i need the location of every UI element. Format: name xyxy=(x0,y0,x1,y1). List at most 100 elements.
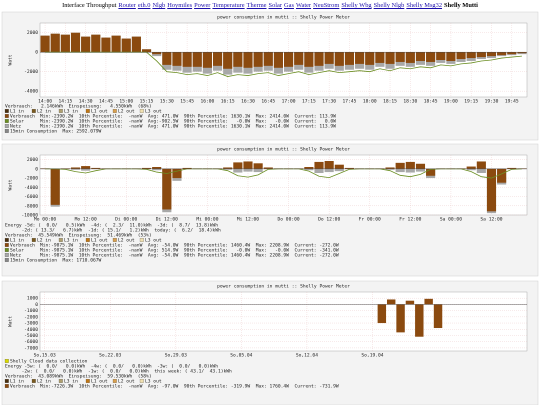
legend-series: Verbrauch xyxy=(10,384,35,390)
legend-summary: Energy -5d: ( 0.0/ 0.5)kWh -4d: ( 2.3/ 1… xyxy=(5,223,218,229)
legend-stats: Min:-9875.1W 10th Percentile: -nanW Avg:… xyxy=(40,243,339,249)
bar xyxy=(253,52,263,67)
bar xyxy=(424,298,433,305)
bar xyxy=(324,52,334,64)
legend-swatch xyxy=(4,243,9,247)
chart-title: power consumption in mutti :: Shelly Pow… xyxy=(217,284,350,290)
nav-link[interactable]: Router xyxy=(118,2,136,9)
plot-area xyxy=(39,291,528,352)
nav-bar: Interface Throughput Router eth.0 Nlgb Hoymi… xyxy=(0,0,540,11)
nav-link[interactable]: Solar xyxy=(268,2,283,9)
legend-summary: Verbrauch: 2.146kWh Einspeisung: 4.550kW… xyxy=(5,104,152,110)
bar xyxy=(426,52,436,62)
bar xyxy=(415,163,426,169)
nav-link[interactable]: Therme xyxy=(246,2,267,9)
legend-phase: L1 in xyxy=(10,109,24,115)
bar xyxy=(497,52,507,56)
nav-link[interactable]: Shelly Msg32 xyxy=(406,2,443,9)
x-tick-label: 17:00 xyxy=(282,99,296,105)
x-tick-label: 18:15 xyxy=(383,99,397,105)
x-tick-label: 15:15 xyxy=(140,99,154,105)
bar xyxy=(70,168,81,170)
bar xyxy=(81,168,91,171)
nav-link[interactable]: Shelly Wbg xyxy=(341,2,372,9)
bar xyxy=(375,52,385,63)
bar xyxy=(111,35,121,53)
bar xyxy=(243,52,253,68)
y-tick-label: -4000 xyxy=(24,327,38,333)
legend-swatch xyxy=(31,379,36,383)
x-tick-label: Di 00:00 xyxy=(115,217,137,223)
x-tick-label: 19:30 xyxy=(485,99,499,105)
x-tick-label: 16:30 xyxy=(241,99,255,105)
nav-link[interactable]: Shelly Nlgb xyxy=(373,2,405,9)
y-tick-label: 0 xyxy=(35,302,38,308)
legend-swatch xyxy=(112,109,117,113)
nav-link[interactable]: Nlgb xyxy=(152,2,166,9)
legend-swatch xyxy=(4,359,9,363)
x-tick-label: 17:45 xyxy=(343,99,357,105)
legend-series: Solar xyxy=(10,248,24,254)
legend-series: Verbrauch xyxy=(10,243,35,249)
bar xyxy=(223,52,233,69)
x-tick-label: Do 00:00 xyxy=(278,217,300,223)
nav-link[interactable]: Gas xyxy=(284,2,294,9)
x-tick-label: 19:15 xyxy=(464,99,478,105)
legend-swatch xyxy=(4,248,9,252)
bar xyxy=(91,167,101,169)
bar xyxy=(476,168,486,173)
bar xyxy=(405,52,415,63)
x-tick-label: Mo 00:00 xyxy=(34,217,56,223)
bar xyxy=(314,168,324,173)
legend-summary: Energy -5w: ( 0.0/ 0.0)kWh -4w: ( 0.0/ 0… xyxy=(5,364,218,370)
x-tick-label: Do 12:00 xyxy=(318,217,340,223)
legend-swatch xyxy=(139,379,144,383)
y-tick-label: -2000 xyxy=(24,176,38,182)
bar xyxy=(223,168,233,170)
bar xyxy=(233,52,243,67)
bar xyxy=(141,49,152,53)
legend-phase: L3 in xyxy=(64,109,78,115)
y-tick-label: -6000 xyxy=(24,339,38,345)
bar xyxy=(212,52,223,66)
legend-swatch xyxy=(58,379,63,383)
nav-link[interactable]: Hoymiles xyxy=(167,2,193,9)
bar xyxy=(466,166,476,169)
bar xyxy=(486,168,497,212)
y-tick-label: -7000 xyxy=(24,345,38,351)
x-tick-label: 17:30 xyxy=(322,99,336,105)
nav-link[interactable]: NeuStrom xyxy=(313,2,340,9)
x-tick-label: So,05.04 xyxy=(230,353,252,359)
x-tick-label: 18:00 xyxy=(363,99,377,105)
bar xyxy=(433,304,443,329)
bar xyxy=(415,304,424,337)
y-tick-label: -10000 xyxy=(21,213,38,219)
x-tick-label: So,29.03 xyxy=(165,353,187,359)
nav-link[interactable]: Power xyxy=(194,2,211,9)
x-tick-label: 16:15 xyxy=(221,99,235,105)
y-tick-label: -2000 xyxy=(24,69,38,75)
bar xyxy=(355,52,365,64)
nav-current: Shelly Mutti xyxy=(444,2,478,9)
y-axis-label: Watt xyxy=(8,179,14,190)
bar xyxy=(162,52,172,65)
y-tick-label: 1000 xyxy=(27,296,38,302)
bar xyxy=(263,52,273,66)
legend-phase: L3 out xyxy=(145,109,162,115)
legend-phase: L3 out xyxy=(145,379,162,385)
legend-stats: Min:-9875.1W 10th Percentile: -nanW Avg:… xyxy=(40,253,339,259)
nav-link[interactable]: Water xyxy=(295,2,312,9)
nav-link[interactable]: eth.0 xyxy=(137,2,151,9)
nav-link[interactable]: Temperature xyxy=(212,2,245,9)
bar xyxy=(395,52,405,62)
x-tick-label: 14:15 xyxy=(58,99,72,105)
legend-footer: 15min Consumption Max: 2592.079W xyxy=(10,129,102,135)
bar xyxy=(304,52,314,67)
bar xyxy=(50,33,60,53)
x-tick-label: Sa 12:00 xyxy=(480,217,502,223)
bar xyxy=(101,37,111,53)
bar xyxy=(486,52,497,57)
legend-phase: L1 out xyxy=(91,379,108,385)
legend-swatch xyxy=(85,238,90,242)
